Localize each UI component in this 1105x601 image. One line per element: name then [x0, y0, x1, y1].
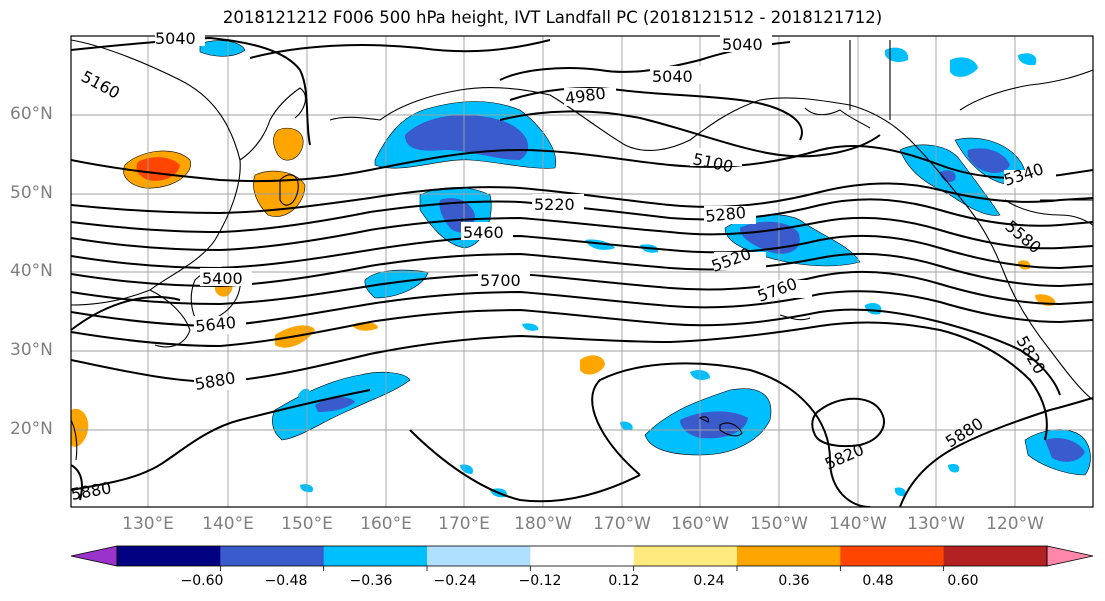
lon-tick-label: 120°W	[986, 514, 1044, 534]
lat-tick-label: 20°N	[10, 419, 53, 439]
contour-label: 5280	[704, 203, 746, 226]
coastlines	[71, 39, 1093, 461]
contour-label-group: 5040 5040 5040 5160 4980 5100 5220 5280 …	[69, 29, 1056, 504]
lat-tick-label: 30°N	[10, 340, 53, 360]
contour-label: 5040	[722, 35, 763, 54]
colorbar-segment	[943, 546, 1048, 566]
colorbar-label: 0.12	[608, 573, 640, 589]
colorbar-label: −0.60	[180, 573, 224, 589]
lon-tick-label: 160°W	[671, 514, 729, 534]
colorbar-right-extension	[1046, 545, 1094, 567]
colorbar-label: −0.48	[264, 573, 308, 589]
lon-tick-label: 130°W	[907, 514, 965, 534]
colorbar-left-extension	[70, 545, 118, 567]
colorbar-segment	[220, 546, 325, 566]
colorbar-label: 0.24	[693, 573, 725, 589]
colorbar-ticks	[219, 566, 945, 571]
colorbar-segments	[117, 546, 1048, 566]
contour-label: 5700	[480, 271, 521, 290]
contour-label: 5220	[534, 195, 575, 214]
contour-label: 5460	[463, 223, 504, 242]
lon-tick-label: 160°E	[360, 514, 412, 534]
colorbar-segment	[427, 546, 531, 566]
graticule	[71, 36, 1093, 507]
colorbar-segment	[840, 546, 945, 566]
contour-label: 5040	[155, 29, 196, 48]
lat-tick-label: 60°N	[10, 104, 53, 124]
lon-tick-label: 180°W	[514, 514, 572, 534]
contour-label: 5040	[652, 67, 693, 86]
colorbar-label: −0.24	[433, 573, 477, 589]
contour-label: 5400	[202, 269, 243, 288]
lon-tick-label: 150°E	[281, 514, 333, 534]
lon-tick-label: 170°E	[438, 514, 490, 534]
map-title: 2018121212 F006 500 hPa height, IVT Land…	[222, 8, 883, 27]
colorbar-label: 0.48	[862, 573, 894, 589]
colorbar-label: −0.36	[349, 573, 393, 589]
colorbar-label: 0.60	[947, 573, 979, 589]
colorbar-label: −0.12	[518, 573, 562, 589]
colorbar-segment	[117, 546, 221, 566]
lat-tick-label: 50°N	[10, 183, 53, 203]
colorbar-segment	[633, 546, 738, 566]
lon-tick-label: 140°W	[829, 514, 887, 534]
colorbar-segment	[323, 546, 428, 566]
colorbar-frame	[116, 545, 1048, 567]
colorbar-label: 0.36	[778, 573, 810, 589]
lon-tick-label: 140°E	[202, 514, 254, 534]
colorbar-segment	[737, 546, 841, 566]
lon-tick-label: 150°W	[750, 514, 808, 534]
lat-tick-label: 40°N	[10, 261, 53, 281]
map-frame	[70, 35, 1094, 508]
colorbar-segment	[530, 546, 635, 566]
lon-tick-label: 130°E	[122, 514, 174, 534]
contour-label: 5640	[194, 313, 236, 336]
lon-tick-label: 170°W	[593, 514, 651, 534]
